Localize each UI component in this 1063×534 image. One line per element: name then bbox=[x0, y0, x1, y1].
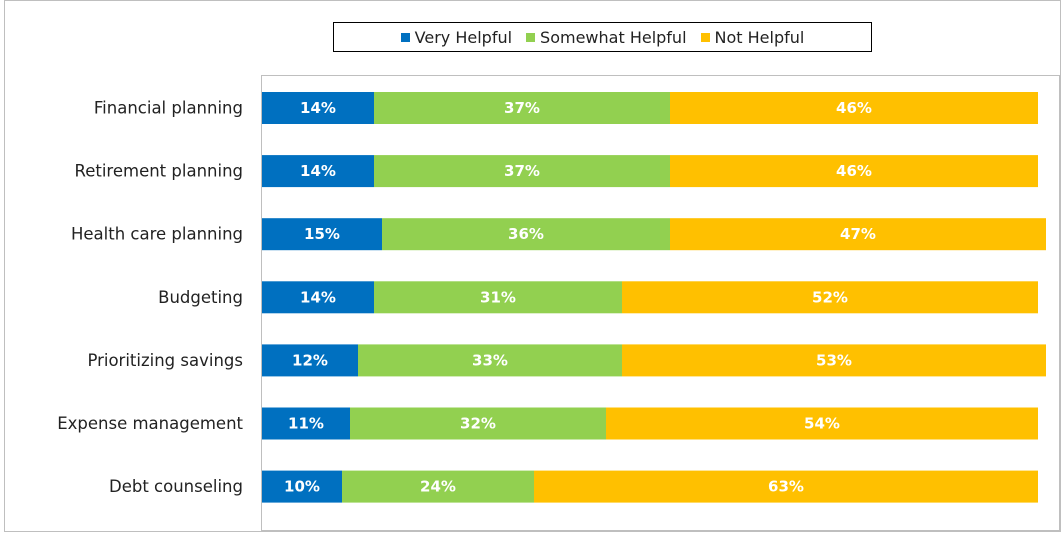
data-label: 36% bbox=[508, 225, 544, 243]
category-label: Financial planning bbox=[94, 99, 243, 118]
legend-label-very-helpful: Very Helpful bbox=[414, 27, 513, 47]
legend-label-not-helpful: Not Helpful bbox=[714, 27, 805, 47]
legend-item-not-helpful: Not Helpful bbox=[700, 27, 805, 47]
data-label: 37% bbox=[504, 99, 540, 117]
data-label: 46% bbox=[836, 162, 872, 180]
legend-swatch-not-helpful bbox=[700, 32, 710, 42]
bar-segment bbox=[262, 218, 382, 251]
data-label: 33% bbox=[472, 351, 508, 369]
legend-item-very-helpful: Very Helpful bbox=[400, 27, 513, 47]
data-label: 32% bbox=[460, 415, 496, 433]
data-label: 53% bbox=[816, 351, 852, 369]
category-label: Health care planning bbox=[71, 225, 243, 244]
bar-segment bbox=[350, 407, 606, 440]
bar-segment bbox=[670, 92, 1038, 124]
bar-segment bbox=[374, 281, 622, 314]
data-label: 14% bbox=[300, 99, 336, 117]
data-label: 12% bbox=[292, 351, 328, 369]
bar-segment bbox=[262, 281, 374, 314]
bar-segment bbox=[262, 344, 358, 377]
data-label: 52% bbox=[812, 288, 848, 306]
data-label: 37% bbox=[504, 162, 540, 180]
category-label: Prioritizing savings bbox=[87, 351, 243, 370]
bar-segment bbox=[374, 155, 670, 188]
data-label: 31% bbox=[480, 288, 516, 306]
bar-segment bbox=[622, 344, 1046, 377]
legend-swatch-very-helpful bbox=[400, 32, 410, 42]
bar-segment bbox=[262, 470, 342, 503]
data-label: 14% bbox=[300, 162, 336, 180]
legend-item-somewhat-helpful: Somewhat Helpful bbox=[526, 27, 687, 47]
data-label: 63% bbox=[768, 478, 804, 496]
bar-segment bbox=[262, 155, 374, 188]
category-label: Expense management bbox=[57, 414, 243, 433]
plot-area bbox=[261, 75, 1060, 531]
bar-segment bbox=[670, 155, 1038, 188]
bar-segment bbox=[342, 470, 534, 503]
data-label: 47% bbox=[840, 225, 876, 243]
legend-label-somewhat-helpful: Somewhat Helpful bbox=[540, 27, 687, 47]
data-label: 54% bbox=[804, 415, 840, 433]
bar-segment bbox=[358, 344, 622, 377]
category-label: Retirement planning bbox=[75, 162, 244, 181]
bar-segment bbox=[622, 281, 1038, 314]
data-label: 11% bbox=[288, 415, 324, 433]
bar-segment bbox=[262, 92, 374, 124]
bar-segment bbox=[262, 407, 350, 440]
chart-frame bbox=[4, 0, 1061, 532]
bar-segment bbox=[606, 407, 1038, 440]
legend: Very Helpful Somewhat Helpful Not Helpfu… bbox=[333, 22, 872, 52]
legend-swatch-somewhat-helpful bbox=[526, 32, 536, 42]
category-label: Debt counseling bbox=[109, 477, 243, 496]
bar-segment bbox=[382, 218, 670, 251]
data-label: 14% bbox=[300, 288, 336, 306]
data-label: 10% bbox=[284, 478, 320, 496]
bar-segment bbox=[670, 218, 1046, 251]
bar-segment bbox=[534, 470, 1038, 503]
data-label: 46% bbox=[836, 99, 872, 117]
category-label: Budgeting bbox=[158, 288, 243, 307]
bar-segment bbox=[374, 92, 670, 124]
data-label: 24% bbox=[420, 478, 456, 496]
data-label: 15% bbox=[304, 225, 340, 243]
